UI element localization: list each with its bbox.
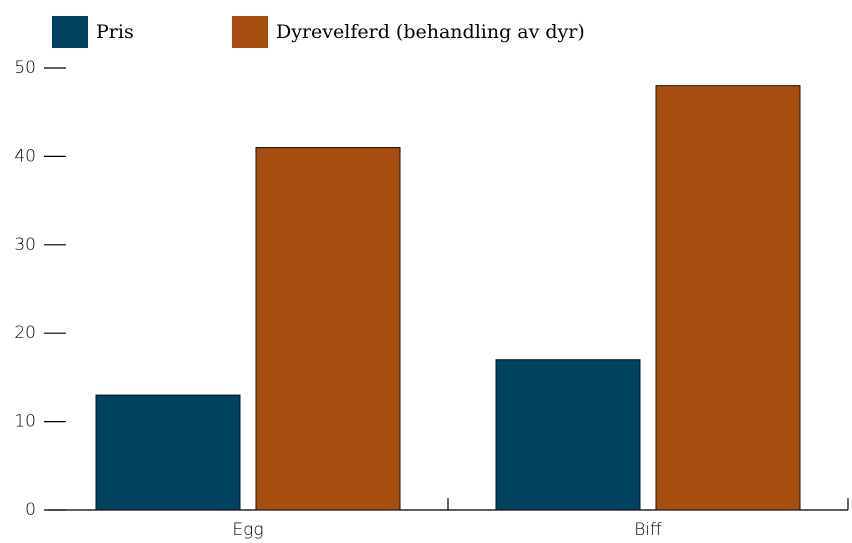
y-tick-label: 10: [14, 412, 36, 432]
bar: [495, 359, 641, 511]
x-tick-label: Egg: [232, 520, 263, 540]
bar: [655, 85, 801, 511]
y-tick-label: 0: [25, 500, 36, 520]
y-tick-label: 50: [14, 58, 36, 78]
legend-swatch: [52, 16, 88, 48]
legend-label: Dyrevelferd (behandling av dyr): [276, 21, 585, 43]
y-tick-label: 20: [14, 323, 36, 343]
x-tick-label: Biff: [634, 520, 662, 540]
y-tick-label: 30: [14, 235, 36, 255]
legend-label: Pris: [96, 21, 134, 43]
legend-swatch: [232, 16, 268, 48]
y-tick-label: 40: [14, 146, 36, 166]
bar: [95, 394, 241, 511]
bar: [255, 147, 401, 511]
